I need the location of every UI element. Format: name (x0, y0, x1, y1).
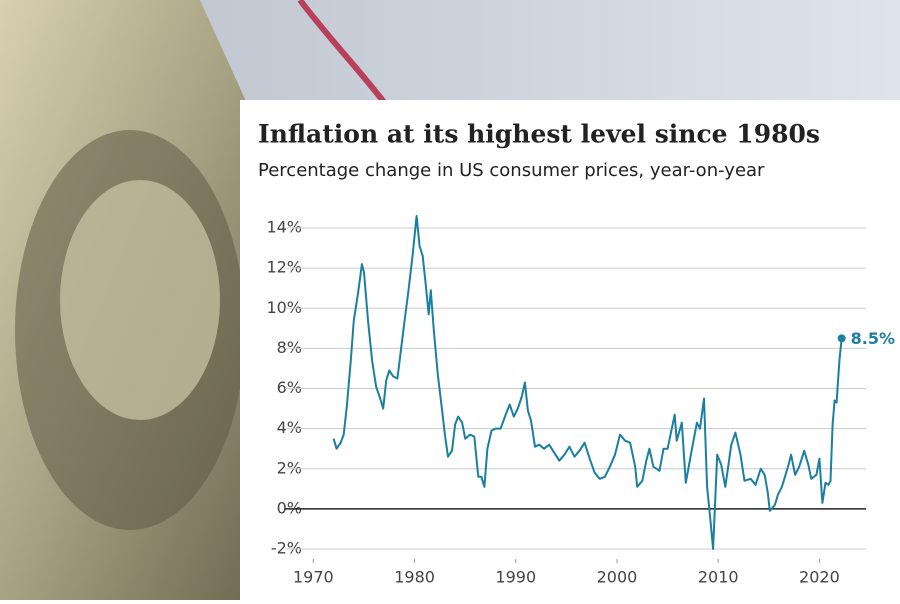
background-line (297, 0, 393, 112)
x-tick-label: 1970 (293, 568, 334, 587)
y-tick-label: 12% (266, 258, 302, 277)
end-label: 8.5% (851, 329, 895, 348)
chart-panel (240, 100, 900, 600)
x-tick-label: 1980 (394, 568, 435, 587)
y-tick-label: 10% (266, 298, 302, 317)
y-tick-label: 14% (266, 218, 302, 237)
chart-title: Inflation at its highest level since 198… (258, 120, 820, 149)
x-tick-label: 1990 (495, 568, 536, 587)
line-series (332, 215, 843, 550)
y-tick-label: 8% (277, 338, 302, 357)
y-tick-label: 2% (277, 458, 302, 477)
x-tick-label: 2020 (799, 568, 840, 587)
end-point (837, 334, 846, 343)
y-tick-label: -2% (271, 539, 302, 558)
portrait-face (60, 180, 220, 420)
y-tick-label: 0% (277, 498, 302, 517)
y-tick-label: 4% (277, 418, 302, 437)
y-tick-label: 6% (277, 378, 302, 397)
x-tick-label: 2010 (698, 568, 739, 587)
chart-subtitle: Percentage change in US consumer prices,… (258, 160, 765, 181)
x-tick-label: 2000 (597, 568, 638, 587)
